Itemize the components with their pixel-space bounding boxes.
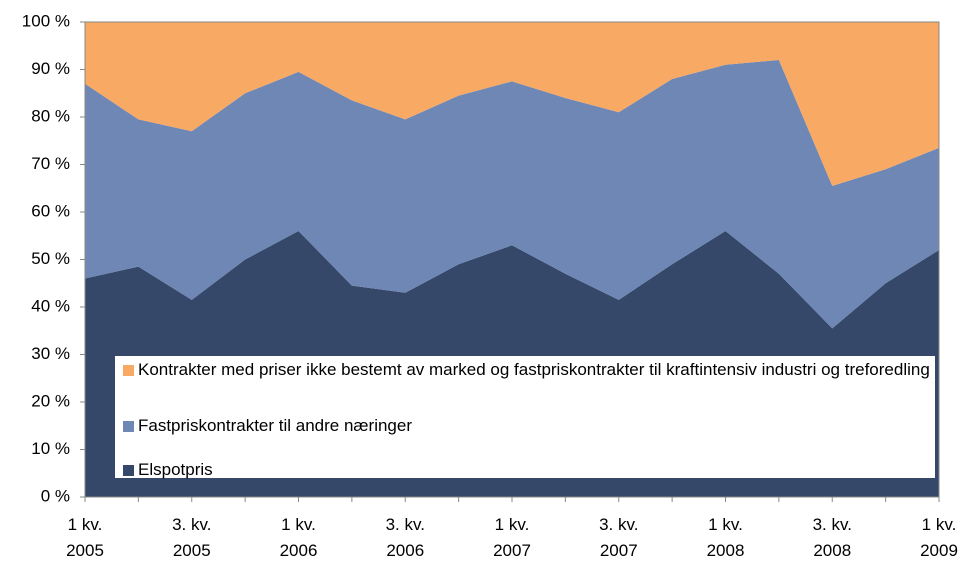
x-tick-label: 3. kv. 2007 bbox=[599, 515, 639, 560]
area bbox=[85, 60, 939, 329]
legend-swatch bbox=[123, 421, 134, 432]
y-tick-label: 20 % bbox=[31, 391, 70, 410]
x-tick-label: 3. kv. 2006 bbox=[385, 515, 425, 560]
y-tick-label: 40 % bbox=[31, 296, 70, 315]
y-tick-label: 30 % bbox=[31, 344, 70, 363]
y-tick-label: 50 % bbox=[31, 249, 70, 268]
x-tick-label: 1 kv. 2008 bbox=[706, 515, 745, 560]
legend-label: Elspotpris bbox=[138, 460, 213, 479]
x-tick-label: 1 kv. 2007 bbox=[493, 515, 531, 560]
legend-entry: Kontrakter med priser ikke bestemt av ma… bbox=[123, 361, 931, 378]
legend: Kontrakter med priser ikke bestemt av ma… bbox=[115, 356, 935, 478]
y-tick-label: 80 % bbox=[31, 106, 70, 125]
legend-swatch bbox=[123, 465, 134, 476]
legend-entry: Fastpriskontrakter til andre næringer bbox=[123, 417, 931, 434]
y-tick-label: 10 % bbox=[31, 439, 70, 458]
x-tick-label: 1 kv. 2009 bbox=[920, 515, 958, 560]
x-tick-label: 3. kv. 2005 bbox=[172, 515, 212, 560]
legend-entry: Elspotpris bbox=[123, 461, 931, 478]
area bbox=[85, 22, 939, 186]
y-tick-label: 90 % bbox=[31, 59, 70, 78]
legend-swatch bbox=[123, 365, 134, 376]
y-tick-label: 60 % bbox=[31, 201, 70, 220]
y-tick-label: 100 % bbox=[22, 11, 70, 30]
x-tick-label: 3. kv. 2008 bbox=[812, 515, 852, 560]
x-tick-label: 1 kv. 2005 bbox=[66, 515, 104, 560]
legend-label: Kontrakter med priser ikke bestemt av ma… bbox=[138, 360, 930, 379]
x-tick-label: 1 kv. 2006 bbox=[279, 515, 318, 560]
y-tick-label: 0 % bbox=[41, 486, 70, 505]
y-tick-label: 70 % bbox=[31, 154, 70, 173]
legend-label: Fastpriskontrakter til andre næringer bbox=[138, 416, 413, 435]
